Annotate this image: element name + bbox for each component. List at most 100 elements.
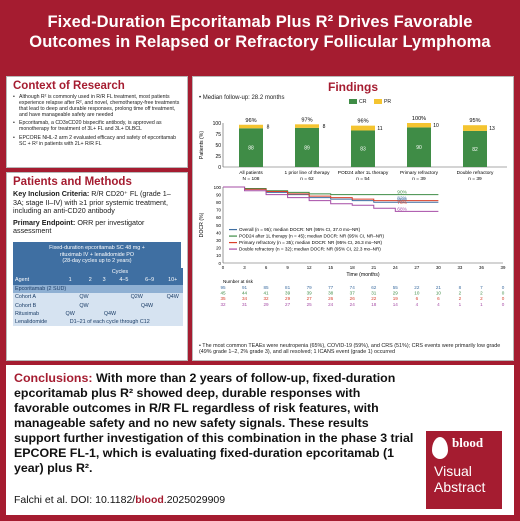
risk-value: 2 <box>480 296 483 301</box>
conclusions-text: Conclusions: With more than 2 years of f… <box>14 371 414 476</box>
risk-value: 19 <box>393 296 399 301</box>
y-tick-label: 0 <box>218 165 221 171</box>
x-tick-label: 9 <box>286 265 289 270</box>
conclusions-body: With more than 2 years of follow-up, fix… <box>14 371 414 475</box>
risk-value: 41 <box>264 291 270 296</box>
km-end-label: 76% <box>397 200 407 206</box>
legend-swatch-pr <box>373 99 382 105</box>
row-label: Cohort A <box>13 292 57 302</box>
y-tick-label: 90 <box>216 192 221 197</box>
risk-value: 32 <box>264 296 270 301</box>
risk-value: 34 <box>242 296 248 301</box>
legend-label-pr: PR <box>383 99 392 105</box>
category-label: Double refractory <box>457 170 494 176</box>
risk-value: 44 <box>242 291 248 296</box>
km-end-label: 82% <box>397 196 407 202</box>
risk-value: 26 <box>328 296 334 301</box>
bar-pr <box>295 124 319 128</box>
dose-cell: Q2W <box>110 292 163 302</box>
km-end-label: 90% <box>397 190 407 196</box>
cycle-col: 1 <box>57 276 84 285</box>
bar-cr-label: 83 <box>360 147 366 153</box>
brand-logo: blood <box>452 435 484 450</box>
citation: Falchi et al. DOI: 10.1182/blood.2025029… <box>14 494 226 506</box>
bar-pr <box>351 125 375 131</box>
table-header-row: Cycles <box>13 267 183 277</box>
bar-cr-label: 89 <box>304 145 310 151</box>
category-label: Primary refractory <box>400 170 439 176</box>
blood-drop-icon <box>432 437 448 459</box>
endpoint-text: ORR per investigator assessment <box>13 217 145 236</box>
title-line-2: Outcomes in Relapsed or Refractory Folli… <box>29 33 491 51</box>
risk-value: 38 <box>328 291 334 296</box>
bar-cr <box>351 130 375 167</box>
risk-value: 85 <box>264 285 270 290</box>
endpoint-label: Primary Endpoint: <box>13 217 76 227</box>
regimen-line: (28-day cycles up to 2 years) <box>62 258 132 265</box>
dose-cell: QW <box>57 292 111 302</box>
table-row: Lenalidomide D1–21 of each cycle through… <box>13 318 183 327</box>
row-label: Lenalidomide <box>13 318 57 327</box>
km-series-line <box>223 186 439 212</box>
bar-cr-label: 88 <box>248 146 254 152</box>
visual-abstract-badge: blood Visual Abstract <box>426 431 502 509</box>
inclusion-text: R/R CD20⁺ FL (grade 1–3A; stage II–IV) w… <box>13 189 171 216</box>
risk-value: 31 <box>242 302 248 307</box>
km-end-label: 80% <box>397 197 407 203</box>
risk-value: 1 <box>459 302 462 307</box>
x-tick-label: 15 <box>328 265 333 270</box>
context-list: Although R² is commonly used in R/R FL t… <box>7 94 187 147</box>
inclusion-criteria: Key Inclusion Criteria: R/R CD20⁺ FL (gr… <box>7 189 187 216</box>
risk-value: 18 <box>371 302 377 307</box>
table-row: Cohort A QW Q2W Q4W <box>13 292 183 302</box>
bar-cr <box>239 128 263 167</box>
y-tick-label: 50 <box>216 223 221 228</box>
risk-value: 37 <box>350 291 356 296</box>
risk-value: 29 <box>264 302 270 307</box>
risk-value: 45 <box>220 291 226 296</box>
category-label: n = 39 <box>468 176 482 182</box>
legend-label: Overall (n = 95); median DOCR: NR (95% C… <box>239 227 361 232</box>
bar-total-label: 96% <box>245 118 256 124</box>
y-tick-label: 30 <box>216 238 221 243</box>
patients-title: Patients and Methods <box>13 176 132 188</box>
bar-total-label: 95% <box>469 118 480 124</box>
risk-value: 2 <box>459 291 462 296</box>
km-series-line <box>223 186 439 196</box>
legend-swatch-cr <box>349 99 357 105</box>
y-tick-label: 50 <box>215 143 221 149</box>
table-row: Rituximab QW Q4W <box>13 309 183 319</box>
x-axis-label: Time (months) <box>346 272 380 278</box>
legend-label: Double refractory (n = 32); median DOCR:… <box>239 247 381 252</box>
x-tick-label: 12 <box>307 265 312 270</box>
bar-pr-label: 11 <box>377 126 382 132</box>
category-label: n = 54 <box>356 176 370 182</box>
bar-pr-label: 13 <box>489 126 495 132</box>
risk-value: 74 <box>350 285 356 290</box>
risk-value: 22 <box>371 296 377 301</box>
y-tick-label: 20 <box>216 246 221 251</box>
risk-value: 1 <box>480 302 483 307</box>
y-tick-label: 100 <box>213 121 222 127</box>
risk-value: 31 <box>371 291 377 296</box>
x-tick-label: 3 <box>243 265 246 270</box>
category-label: POD24 after 1L therapy <box>338 170 389 176</box>
regimen-line: Fixed-duration epcoritamab SC 48 mg + <box>49 244 145 251</box>
y-tick-label: 80 <box>216 200 221 205</box>
y-tick-label: 70 <box>216 208 221 213</box>
risk-value: 6 <box>437 296 440 301</box>
conclusions-label: Conclusions: <box>14 371 93 385</box>
risk-value: 55 <box>393 285 399 290</box>
followup-text: • Median follow-up: 28.2 months <box>199 95 285 101</box>
risk-value: 6 <box>416 296 419 301</box>
bar-pr-label: 10 <box>433 123 439 129</box>
risk-value: 62 <box>371 285 377 290</box>
risk-value: 24 <box>350 302 356 307</box>
risk-value: 10 <box>414 291 420 296</box>
risk-value: 7 <box>480 285 483 290</box>
title-line-1: Fixed-Duration Epcoritamab Plus R² Drive… <box>47 13 473 31</box>
primary-endpoint: Primary Endpoint: ORR per investigator a… <box>7 217 187 236</box>
cycle-col: 3 <box>97 276 111 285</box>
category-label: 1 prior line of therapy <box>284 170 330 176</box>
